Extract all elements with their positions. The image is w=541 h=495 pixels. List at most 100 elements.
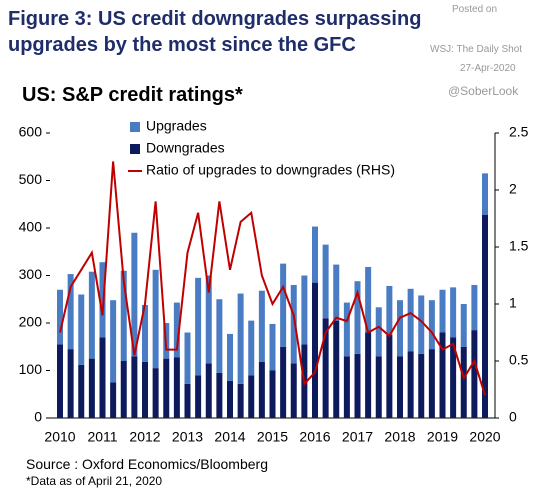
handle: @SoberLook bbox=[448, 84, 519, 98]
bar bbox=[460, 346, 467, 418]
bar bbox=[428, 349, 435, 418]
title: Figure 3: US credit downgrades surpassin… bbox=[8, 8, 422, 56]
bar bbox=[99, 262, 106, 338]
y2-tick-label: 0 bbox=[509, 409, 517, 425]
bar bbox=[205, 363, 212, 418]
bar bbox=[237, 383, 244, 418]
bar bbox=[205, 275, 212, 364]
bar bbox=[280, 346, 287, 418]
y-tick-label: 200 bbox=[19, 314, 43, 330]
bar bbox=[258, 361, 265, 418]
bar bbox=[439, 289, 446, 333]
bar bbox=[482, 214, 488, 418]
ratio-line bbox=[59, 161, 486, 396]
bar bbox=[67, 274, 74, 350]
bar bbox=[428, 300, 435, 350]
y-tick-label: 500 bbox=[19, 171, 43, 187]
y2-tick-label: 2.5 bbox=[509, 124, 529, 140]
bar bbox=[386, 334, 393, 418]
bar bbox=[312, 226, 318, 283]
y-tick-label: 600 bbox=[19, 124, 43, 140]
bar bbox=[110, 300, 117, 383]
bar bbox=[439, 332, 446, 418]
bar bbox=[471, 285, 478, 331]
x-tick-label: 2019 bbox=[427, 429, 458, 445]
bar bbox=[269, 370, 276, 418]
bar bbox=[142, 304, 148, 362]
bar bbox=[227, 380, 233, 418]
bar bbox=[120, 270, 127, 361]
x-tick-label: 2016 bbox=[299, 429, 330, 445]
bar bbox=[227, 333, 233, 381]
posted-on: Posted on bbox=[452, 4, 498, 15]
bar bbox=[57, 344, 63, 418]
bar bbox=[88, 271, 95, 359]
bar bbox=[78, 364, 85, 418]
bar bbox=[407, 351, 414, 418]
bar bbox=[99, 337, 106, 418]
x-tick-label: 2020 bbox=[469, 429, 500, 445]
bar bbox=[88, 358, 95, 418]
legend-label: Ratio of upgrades to downgrades (RHS) bbox=[146, 162, 395, 178]
bar bbox=[343, 356, 350, 418]
x-tick-label: 2014 bbox=[214, 429, 245, 445]
bar bbox=[290, 285, 297, 364]
bar bbox=[312, 282, 318, 418]
bar bbox=[333, 264, 340, 321]
bar bbox=[343, 302, 350, 357]
bar bbox=[248, 375, 255, 418]
x-tick-label: 2010 bbox=[44, 429, 75, 445]
x-tick-label: 2015 bbox=[257, 429, 288, 445]
bar bbox=[280, 263, 287, 347]
y2-tick-label: 1.5 bbox=[509, 238, 529, 254]
bar bbox=[184, 383, 191, 418]
source-site: WSJ: The Daily Shot bbox=[430, 44, 523, 55]
bar bbox=[301, 275, 308, 345]
bar bbox=[248, 320, 255, 376]
bar bbox=[216, 299, 223, 373]
bar bbox=[269, 323, 276, 371]
bar bbox=[365, 266, 372, 333]
bar bbox=[290, 363, 297, 418]
bar bbox=[397, 356, 403, 418]
bar bbox=[142, 361, 148, 418]
y2-tick-label: 0.5 bbox=[509, 352, 529, 368]
bar bbox=[365, 332, 372, 418]
bar bbox=[237, 293, 244, 384]
x-tick-label: 2011 bbox=[87, 429, 117, 445]
x-tick-label: 2012 bbox=[129, 429, 160, 445]
bar bbox=[375, 307, 382, 357]
bar bbox=[195, 277, 202, 376]
date: 27-Apr-2020 bbox=[460, 63, 516, 74]
bar bbox=[450, 287, 457, 338]
x-tick-label: 2017 bbox=[342, 429, 373, 445]
bar bbox=[173, 357, 180, 418]
y-tick-label: 400 bbox=[19, 219, 43, 235]
legend-swatch bbox=[130, 122, 140, 132]
y2-tick-label: 2 bbox=[509, 181, 517, 197]
bar bbox=[152, 269, 159, 369]
x-tick-label: 2018 bbox=[384, 429, 415, 445]
bar bbox=[173, 302, 180, 358]
y-tick-label: 0 bbox=[34, 409, 42, 425]
bar bbox=[131, 232, 138, 357]
bar bbox=[195, 375, 202, 418]
bar bbox=[216, 372, 223, 418]
source-note: Source : Oxford Economics/Bloomberg bbox=[26, 456, 268, 472]
subtitle: US: S&P credit ratings* bbox=[22, 84, 243, 106]
bar bbox=[78, 294, 85, 365]
y2-tick-label: 1 bbox=[509, 295, 517, 311]
y-tick-label: 100 bbox=[19, 361, 43, 377]
bar bbox=[354, 281, 361, 354]
bar bbox=[258, 290, 265, 362]
bar bbox=[184, 332, 191, 384]
legend-label: Downgrades bbox=[146, 140, 225, 156]
bar bbox=[110, 382, 117, 418]
bar bbox=[57, 289, 63, 345]
bar bbox=[354, 353, 361, 418]
bar bbox=[322, 318, 329, 418]
bar bbox=[152, 368, 159, 418]
y-tick-label: 300 bbox=[19, 266, 43, 282]
bar bbox=[131, 356, 138, 418]
